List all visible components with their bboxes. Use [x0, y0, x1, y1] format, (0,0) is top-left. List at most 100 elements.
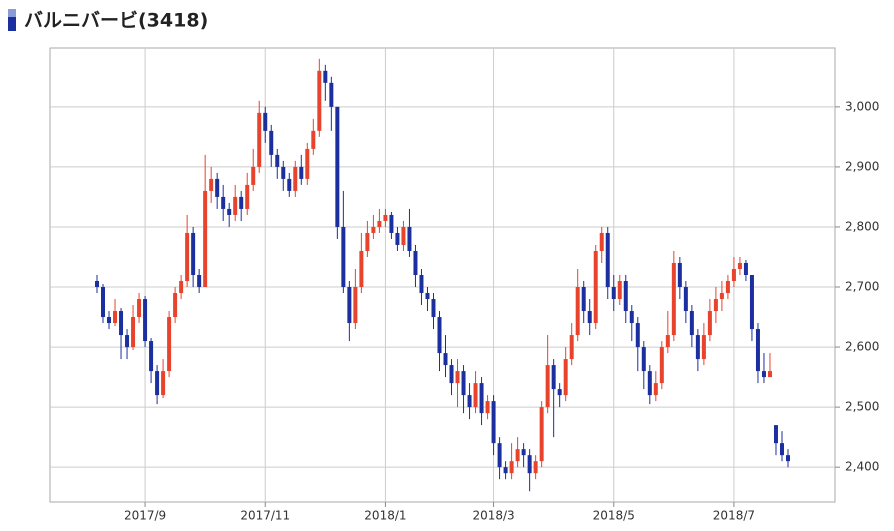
candle-body	[485, 401, 490, 414]
candle-body	[575, 287, 580, 336]
candle-body	[317, 70, 322, 131]
candle-body	[629, 311, 634, 324]
candle-body	[113, 311, 118, 324]
candle-body	[281, 166, 286, 179]
candle-body	[125, 335, 130, 348]
y-tick-label: 2,900	[845, 159, 879, 173]
chart-title: バルニバービ(3418)	[24, 10, 208, 32]
y-tick-label: 2,600	[845, 340, 879, 354]
candle-body	[533, 461, 538, 474]
candle-body	[167, 317, 172, 372]
title-icon-top	[8, 9, 16, 17]
candle-body	[155, 371, 160, 396]
candle-body	[509, 461, 514, 474]
candle-body	[677, 262, 682, 288]
candle-body	[311, 130, 316, 149]
y-tick-label: 3,000	[845, 99, 879, 113]
candle-body	[215, 178, 220, 197]
candle-body	[419, 275, 424, 294]
candle-body	[521, 449, 526, 456]
candle-body	[623, 281, 628, 312]
candle-body	[299, 166, 304, 179]
candle-body	[323, 70, 328, 83]
candle-body	[605, 232, 610, 288]
candle-body	[527, 455, 532, 474]
candle-body	[383, 214, 388, 221]
candle-body	[653, 383, 658, 396]
candle-body	[665, 335, 670, 348]
candle-body	[671, 262, 676, 336]
candle-body	[647, 371, 652, 396]
candle-body	[449, 365, 454, 384]
candle-body	[731, 268, 736, 282]
candle-body	[473, 383, 478, 408]
candle-body	[755, 329, 760, 372]
candle-body	[551, 365, 556, 390]
candle-body	[263, 112, 268, 131]
candle-body	[359, 250, 364, 288]
candle-body	[497, 443, 502, 468]
candle-body	[335, 106, 340, 227]
candle-body	[611, 287, 616, 300]
candle-body	[95, 281, 99, 288]
candle-body	[269, 130, 274, 155]
candle-body	[767, 371, 772, 378]
candle-body	[437, 317, 442, 354]
candle-body	[347, 287, 352, 324]
candle-body	[569, 335, 574, 360]
candle-body	[149, 341, 154, 372]
candle-body	[581, 287, 586, 312]
candle-body	[743, 262, 748, 275]
x-tick-label: 2018/3	[472, 509, 514, 523]
candle-body	[389, 214, 394, 233]
candle-body	[503, 467, 508, 474]
candle-body	[749, 275, 754, 330]
x-tick-label: 2017/11	[240, 509, 290, 523]
candle-body	[101, 287, 106, 318]
candle-body	[305, 148, 310, 179]
y-tick-label: 2,700	[845, 280, 879, 294]
candle-body	[515, 449, 520, 462]
candle-body	[251, 166, 256, 185]
candle-body	[635, 323, 640, 348]
candle-body	[377, 220, 382, 227]
candle-body	[491, 401, 496, 444]
candle-body	[695, 335, 700, 360]
candle-body	[425, 293, 430, 300]
candle-body	[737, 262, 742, 269]
y-tick-label: 2,500	[845, 400, 879, 414]
x-tick-label: 2018/5	[593, 509, 635, 523]
candle-body	[689, 311, 694, 336]
candle-body	[725, 281, 730, 294]
candle-body	[239, 196, 244, 209]
candle-body	[455, 371, 460, 384]
candle-body	[479, 383, 484, 414]
candle-body	[773, 425, 778, 444]
candle-body	[227, 208, 232, 215]
candle-body	[461, 371, 466, 396]
candle-body	[761, 371, 766, 378]
candle-body	[701, 335, 706, 360]
x-tick-label: 2018/7	[713, 509, 755, 523]
x-tick-label: 2017/9	[124, 509, 166, 523]
candle-body	[599, 232, 604, 251]
candle-body	[443, 353, 448, 366]
candle-body	[431, 299, 436, 318]
candle-body	[341, 226, 346, 288]
candle-body	[233, 196, 238, 215]
candle-body	[557, 389, 562, 396]
candle-body	[641, 347, 646, 372]
candle-body	[173, 293, 178, 318]
candle-body	[587, 311, 592, 324]
y-tick-label: 2,400	[845, 460, 879, 474]
candle-body	[179, 281, 184, 294]
candle-body	[191, 232, 196, 275]
candle-body	[137, 299, 142, 318]
candle-body	[107, 317, 112, 324]
candle-body	[353, 287, 358, 324]
candle-body	[407, 226, 412, 251]
candle-body	[563, 359, 568, 396]
candle-body	[185, 232, 190, 282]
candle-body	[786, 455, 790, 462]
